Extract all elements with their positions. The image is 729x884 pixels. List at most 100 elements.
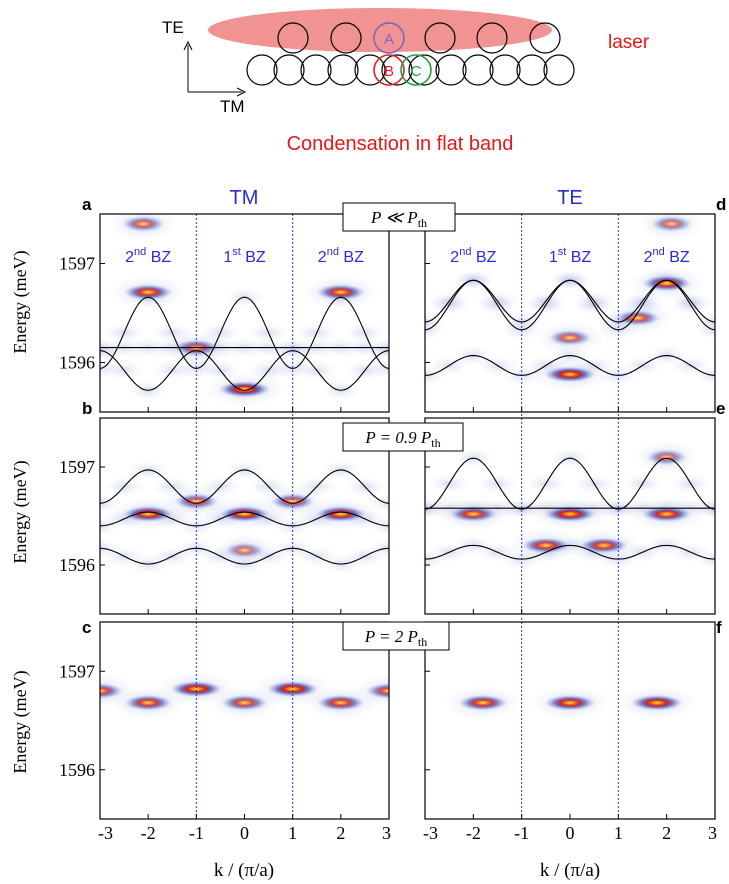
band-haze (368, 538, 389, 559)
emission-peak (224, 542, 265, 559)
x-tick-label: 0 (240, 823, 249, 843)
emission-peak (270, 493, 315, 510)
x-tick-label: -2 (466, 823, 481, 843)
site-b-circle (373, 54, 405, 86)
band-curve (100, 511, 389, 527)
emission-peak (543, 506, 597, 522)
emission-peak (548, 329, 592, 346)
lattice-site (300, 54, 332, 86)
emission-peak (218, 381, 271, 398)
power-label-main: P = 2 P (364, 627, 418, 646)
emission-peak (123, 694, 173, 711)
panel-frame (424, 621, 716, 820)
column-title-tm: TM (230, 187, 259, 209)
emission-peak (650, 215, 693, 232)
y-axis-title-row2: Energy (meV) (10, 460, 31, 563)
panel-c: 1596 1597 -3 -2 -1 0 1 2 3 (59, 618, 391, 843)
x-tick-label: 0 (566, 823, 575, 843)
x-tick-label: 3 (382, 823, 391, 843)
emission-peak (316, 284, 366, 301)
x-axis-title-right: k / (π/a) (540, 860, 600, 881)
x-tick-label: -1 (514, 823, 529, 843)
emission-peak (544, 694, 596, 711)
lattice-site (435, 54, 467, 86)
panel-a: 1596 1597 2nd BZ 1st BZ 2nd BZ (59, 213, 390, 413)
emission-peak (579, 537, 629, 554)
site-a-circle (373, 22, 405, 54)
band-curve (425, 544, 715, 560)
panel-letter-f: f (716, 618, 722, 637)
lattice-bottom-row (246, 54, 575, 86)
emission-peak (448, 506, 498, 522)
emission-peak (646, 449, 688, 466)
lattice-site (529, 22, 561, 54)
bz-label-right: 2nd BZ (318, 246, 364, 266)
x-tick-label: 1 (614, 823, 623, 843)
band-curve (100, 350, 389, 391)
column-title-te: TE (557, 187, 583, 209)
x-tick-label: -3 (98, 823, 113, 843)
panel-d: 2nd BZ 1st BZ 2nd BZ (424, 213, 716, 413)
band-curve (100, 547, 389, 565)
band-haze (100, 340, 121, 361)
lattice-site (273, 54, 305, 86)
emission-peak (316, 694, 366, 711)
band-curve (425, 355, 715, 376)
x-tick-label: 1 (288, 823, 297, 843)
panel-letter-c: c (82, 618, 91, 637)
power-label-main: P ≪ P (370, 208, 418, 227)
lattice-site (408, 54, 440, 86)
laser-spot (208, 8, 552, 52)
emission-peak (123, 284, 173, 301)
x-tick-label: 2 (336, 823, 345, 843)
lattice-site (489, 54, 521, 86)
emission-peak (615, 310, 661, 326)
emission-peak (641, 275, 692, 292)
emission-peak (458, 694, 508, 711)
panel-b: 1596 1597 (59, 414, 390, 615)
power-label-sub: th (431, 436, 440, 450)
band-curve (100, 469, 389, 504)
bz-label-left: 2nd BZ (450, 246, 496, 266)
tm-arrowhead (236, 87, 247, 97)
lattice-site (543, 54, 575, 86)
emission-peak (521, 537, 571, 554)
lattice-site (381, 54, 413, 86)
band-haze (694, 312, 715, 332)
lattice-site (354, 54, 386, 86)
emission-peak (315, 506, 367, 522)
x-tick-label: -3 (423, 823, 438, 843)
emission-peak (641, 506, 692, 522)
band-curve (425, 457, 715, 510)
panel-letter-a: a (82, 195, 92, 214)
y-tick-label: 1596 (59, 555, 95, 575)
x-axis-title-left: k / (π/a) (214, 860, 274, 881)
band-haze (425, 312, 446, 332)
band-curve (100, 296, 389, 369)
svg-text:P = 0.9 Pth: P = 0.9 Pth (364, 428, 440, 450)
x-tick-label: -1 (189, 823, 204, 843)
emission-peak (122, 506, 174, 522)
te-arrowhead (183, 40, 193, 51)
y-axis-title-row1: Energy (meV) (10, 250, 31, 353)
power-label-row3: P = 2 Pth (342, 621, 450, 651)
power-label-row1: P ≪ Pth (342, 202, 456, 232)
panel-f: -3 -2 -1 0 1 2 3 (423, 618, 717, 843)
power-label-row2: P = 0.9 Pth (342, 422, 464, 452)
panel-letter-b: b (82, 399, 92, 418)
emission-peak (174, 493, 219, 510)
emission-peak (266, 681, 319, 697)
panel-frame (99, 621, 390, 820)
site-c-circle (400, 54, 432, 86)
lattice-site (516, 54, 548, 86)
y-tick-label: 1596 (59, 760, 95, 780)
panel-e (424, 414, 716, 615)
emission-peak (221, 694, 268, 711)
site-c-label: C (411, 63, 422, 80)
x-tick-label: 2 (662, 823, 671, 843)
band-curve (425, 279, 715, 323)
emission-peak (170, 681, 223, 697)
lattice-site (424, 22, 456, 54)
lattice-site (277, 22, 309, 54)
